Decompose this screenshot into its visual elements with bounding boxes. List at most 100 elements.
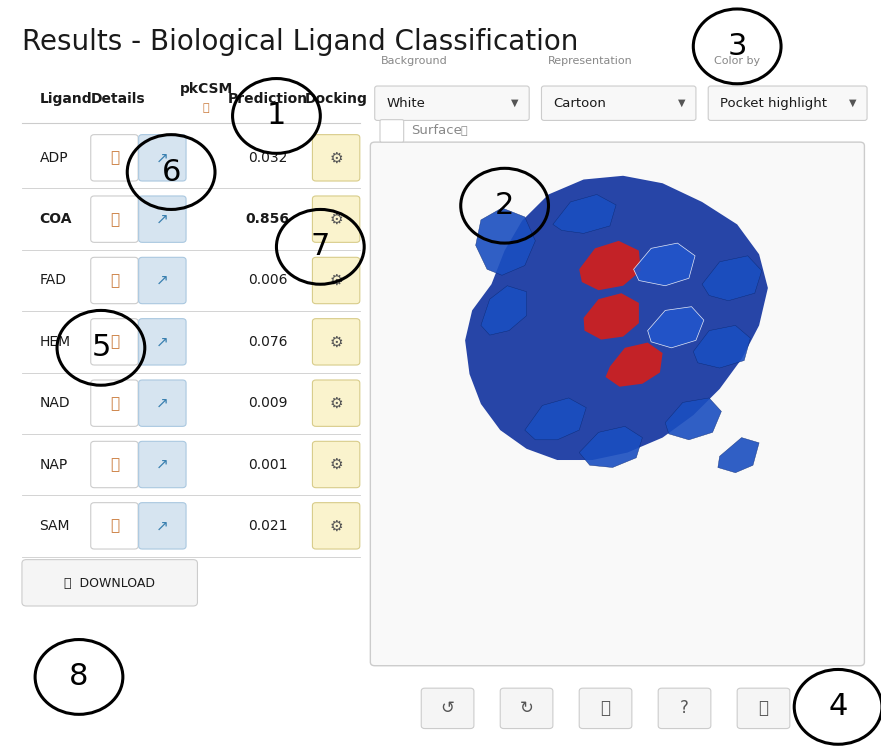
Polygon shape xyxy=(579,426,642,468)
Polygon shape xyxy=(481,286,527,335)
FancyBboxPatch shape xyxy=(313,196,359,242)
Text: ↗: ↗ xyxy=(156,396,169,411)
Text: ⚙: ⚙ xyxy=(329,212,343,227)
FancyBboxPatch shape xyxy=(380,120,403,142)
Text: ⛶: ⛶ xyxy=(759,699,768,717)
FancyBboxPatch shape xyxy=(138,257,186,304)
Polygon shape xyxy=(525,398,586,440)
Text: ⚙: ⚙ xyxy=(329,457,343,472)
Text: pkCSM: pkCSM xyxy=(180,82,233,96)
FancyBboxPatch shape xyxy=(542,86,696,120)
FancyBboxPatch shape xyxy=(138,380,186,426)
FancyBboxPatch shape xyxy=(91,257,138,304)
Text: 4: 4 xyxy=(828,693,848,721)
Text: ⓘ: ⓘ xyxy=(110,212,119,227)
Text: ⓘ: ⓘ xyxy=(203,103,210,114)
Text: Docking: Docking xyxy=(305,92,367,105)
Text: 0.032: 0.032 xyxy=(248,151,287,165)
Polygon shape xyxy=(476,208,536,275)
FancyBboxPatch shape xyxy=(500,688,553,729)
FancyBboxPatch shape xyxy=(421,688,474,729)
Text: ⚙: ⚙ xyxy=(329,518,343,533)
Text: 8: 8 xyxy=(70,663,89,691)
FancyBboxPatch shape xyxy=(138,319,186,365)
Text: HEM: HEM xyxy=(40,335,70,349)
FancyBboxPatch shape xyxy=(313,441,359,488)
Polygon shape xyxy=(718,438,759,473)
Text: 3: 3 xyxy=(728,32,747,61)
Text: 0.009: 0.009 xyxy=(248,396,287,410)
Text: Background: Background xyxy=(381,56,448,66)
Text: ⚙: ⚙ xyxy=(329,334,343,349)
FancyBboxPatch shape xyxy=(91,441,138,488)
Text: Prediction: Prediction xyxy=(227,92,307,105)
Text: ⚙: ⚙ xyxy=(329,150,343,165)
Text: Results - Biological Ligand Classification: Results - Biological Ligand Classificati… xyxy=(22,28,578,56)
FancyBboxPatch shape xyxy=(313,135,359,181)
FancyBboxPatch shape xyxy=(138,441,186,488)
Text: 0.001: 0.001 xyxy=(248,458,287,471)
Text: NAP: NAP xyxy=(40,458,68,471)
Text: FAD: FAD xyxy=(40,274,66,287)
Text: Surface: Surface xyxy=(411,123,463,137)
Text: ⤓  DOWNLOAD: ⤓ DOWNLOAD xyxy=(64,577,155,590)
Text: COA: COA xyxy=(40,212,72,226)
Text: Ligand: Ligand xyxy=(40,92,93,105)
FancyBboxPatch shape xyxy=(313,380,359,426)
Text: ↗: ↗ xyxy=(156,212,169,227)
Text: Details: Details xyxy=(91,92,145,105)
Text: NAD: NAD xyxy=(40,396,70,410)
Text: White: White xyxy=(386,96,425,110)
Text: ↗: ↗ xyxy=(156,518,169,533)
Text: ⚙: ⚙ xyxy=(329,396,343,411)
FancyBboxPatch shape xyxy=(370,142,864,666)
Text: ▼: ▼ xyxy=(849,98,856,108)
Text: 6: 6 xyxy=(161,158,181,186)
Text: 0.076: 0.076 xyxy=(248,335,287,349)
Text: SAM: SAM xyxy=(40,519,70,533)
Text: 0.006: 0.006 xyxy=(248,274,287,287)
FancyBboxPatch shape xyxy=(91,319,138,365)
FancyBboxPatch shape xyxy=(374,86,529,120)
Polygon shape xyxy=(633,243,695,286)
Text: ↗: ↗ xyxy=(156,150,169,165)
Text: Representation: Representation xyxy=(548,56,633,66)
Text: ?: ? xyxy=(680,699,689,717)
Polygon shape xyxy=(465,176,768,460)
Text: 1: 1 xyxy=(267,102,286,130)
Text: 7: 7 xyxy=(311,233,330,261)
Text: ⓘ: ⓘ xyxy=(461,126,467,136)
Text: ▼: ▼ xyxy=(678,98,685,108)
Polygon shape xyxy=(605,343,663,387)
Polygon shape xyxy=(579,241,640,290)
Polygon shape xyxy=(648,307,704,348)
Text: 2: 2 xyxy=(495,191,515,220)
FancyBboxPatch shape xyxy=(658,688,711,729)
FancyBboxPatch shape xyxy=(138,196,186,242)
Text: ⓘ: ⓘ xyxy=(110,273,119,288)
FancyBboxPatch shape xyxy=(91,196,138,242)
Text: Color by: Color by xyxy=(714,56,760,66)
Text: ▼: ▼ xyxy=(511,98,519,108)
Text: ⓘ: ⓘ xyxy=(110,396,119,411)
Text: Cartoon: Cartoon xyxy=(553,96,606,110)
FancyBboxPatch shape xyxy=(313,319,359,365)
Text: 5: 5 xyxy=(92,334,111,362)
Polygon shape xyxy=(583,293,639,340)
FancyBboxPatch shape xyxy=(91,503,138,549)
Text: ↗: ↗ xyxy=(156,273,169,288)
Text: ⚙: ⚙ xyxy=(329,273,343,288)
Text: 0.021: 0.021 xyxy=(248,519,287,533)
Text: ADP: ADP xyxy=(40,151,68,165)
FancyBboxPatch shape xyxy=(708,86,867,120)
Text: ⓘ: ⓘ xyxy=(110,457,119,472)
Text: ⓘ: ⓘ xyxy=(110,334,119,349)
FancyBboxPatch shape xyxy=(22,560,197,606)
Text: ↺: ↺ xyxy=(440,699,455,717)
Polygon shape xyxy=(553,194,616,233)
FancyBboxPatch shape xyxy=(91,380,138,426)
FancyBboxPatch shape xyxy=(138,503,186,549)
Text: ↗: ↗ xyxy=(156,334,169,349)
Text: ↗: ↗ xyxy=(156,457,169,472)
FancyBboxPatch shape xyxy=(91,135,138,181)
